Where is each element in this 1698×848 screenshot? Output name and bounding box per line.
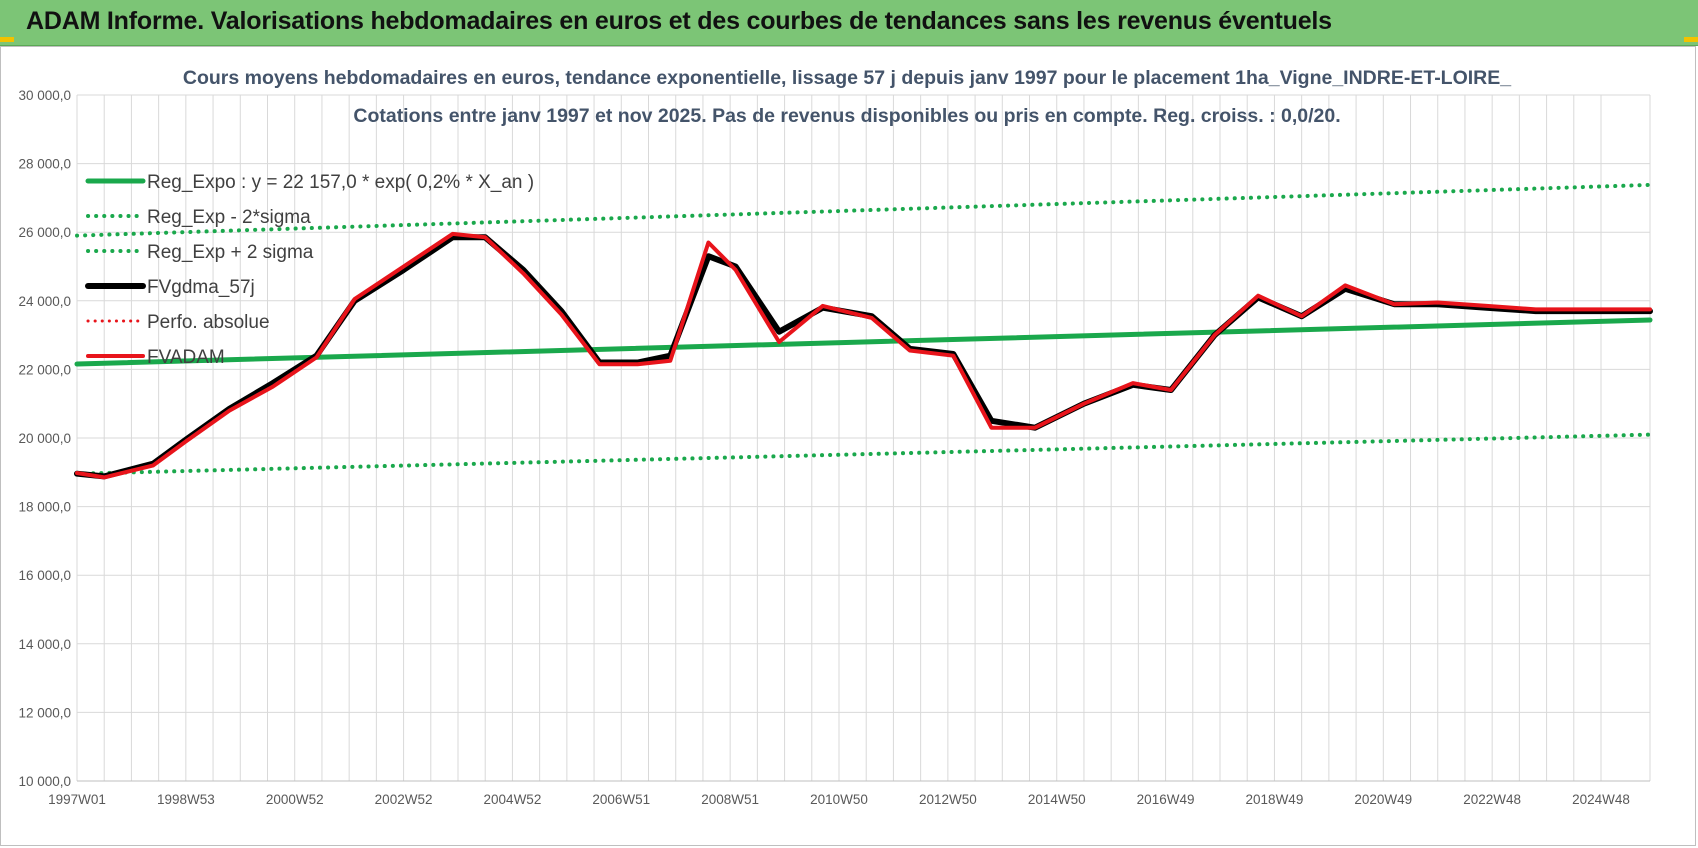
x-tick-label: 2020W49	[1354, 792, 1412, 807]
report-title: ADAM Informe. Valorisations hebdomadaire…	[26, 7, 1332, 35]
chart-frame	[0, 46, 1696, 846]
x-tick-label: 2024W48	[1572, 792, 1630, 807]
y-tick-label: 16 000,0	[18, 568, 71, 583]
x-tick-label: 2022W48	[1463, 792, 1521, 807]
corner-marker-right	[1684, 37, 1698, 42]
y-tick-label: 14 000,0	[18, 637, 71, 652]
x-tick-label: 2000W52	[266, 792, 324, 807]
y-tick-label: 30 000,0	[18, 88, 71, 103]
y-tick-label: 10 000,0	[18, 774, 71, 789]
y-tick-label: 24 000,0	[18, 294, 71, 309]
x-tick-label: 1998W53	[157, 792, 215, 807]
series-line-reg_exp	[75, 182, 1652, 238]
series-line-reg_expo	[74, 317, 1653, 367]
x-tick-label: 1997W01	[48, 792, 106, 807]
legend-label: Reg_Expo : y = 22 157,0 * exp( 0,2% * X_…	[147, 172, 534, 193]
chart-title: Cours moyens hebdomadaires en euros, ten…	[183, 67, 1512, 89]
legend-label: FVADAM	[147, 347, 225, 368]
x-tick-label: 2018W49	[1246, 792, 1304, 807]
x-tick-label: 2008W51	[701, 792, 759, 807]
x-tick-label: 2006W51	[592, 792, 650, 807]
report-banner: ADAM Informe. Valorisations hebdomadaire…	[0, 0, 1698, 46]
series-line-fvadam	[75, 231, 1652, 480]
grid	[76, 94, 1651, 782]
y-tick-label: 18 000,0	[18, 500, 71, 515]
x-tick-label: 2004W52	[484, 792, 542, 807]
y-tick-label: 20 000,0	[18, 431, 71, 446]
legend-label: Reg_Exp - 2*sigma	[147, 207, 311, 228]
chart-subtitle: Cotations entre janv 1997 et nov 2025. P…	[353, 105, 1340, 127]
x-tick-label: 2016W49	[1137, 792, 1195, 807]
series	[74, 182, 1653, 480]
y-tick-label: 22 000,0	[18, 362, 71, 377]
x-tick-label: 2014W50	[1028, 792, 1086, 807]
legend: Reg_Expo : y = 22 157,0 * exp( 0,2% * X_…	[85, 172, 534, 368]
axes: 10 000,0 12 000,0 14 000,0 16 000,0 18 000,0…	[18, 88, 1650, 807]
legend-label: Perfo. absolue	[147, 312, 270, 333]
legend-label: FVgdma_57j	[147, 277, 255, 298]
x-tick-label: 2002W52	[375, 792, 433, 807]
x-tick-label: 2012W50	[919, 792, 977, 807]
corner-marker-left	[0, 37, 14, 42]
y-tick-label: 26 000,0	[18, 225, 71, 240]
y-tick-label: 12 000,0	[18, 705, 71, 720]
legend-label: Reg_Exp + 2 sigma	[147, 242, 314, 263]
y-tick-label: 28 000,0	[18, 157, 71, 172]
series-line-reg_exp	[75, 432, 1652, 476]
x-tick-label: 2010W50	[810, 792, 868, 807]
